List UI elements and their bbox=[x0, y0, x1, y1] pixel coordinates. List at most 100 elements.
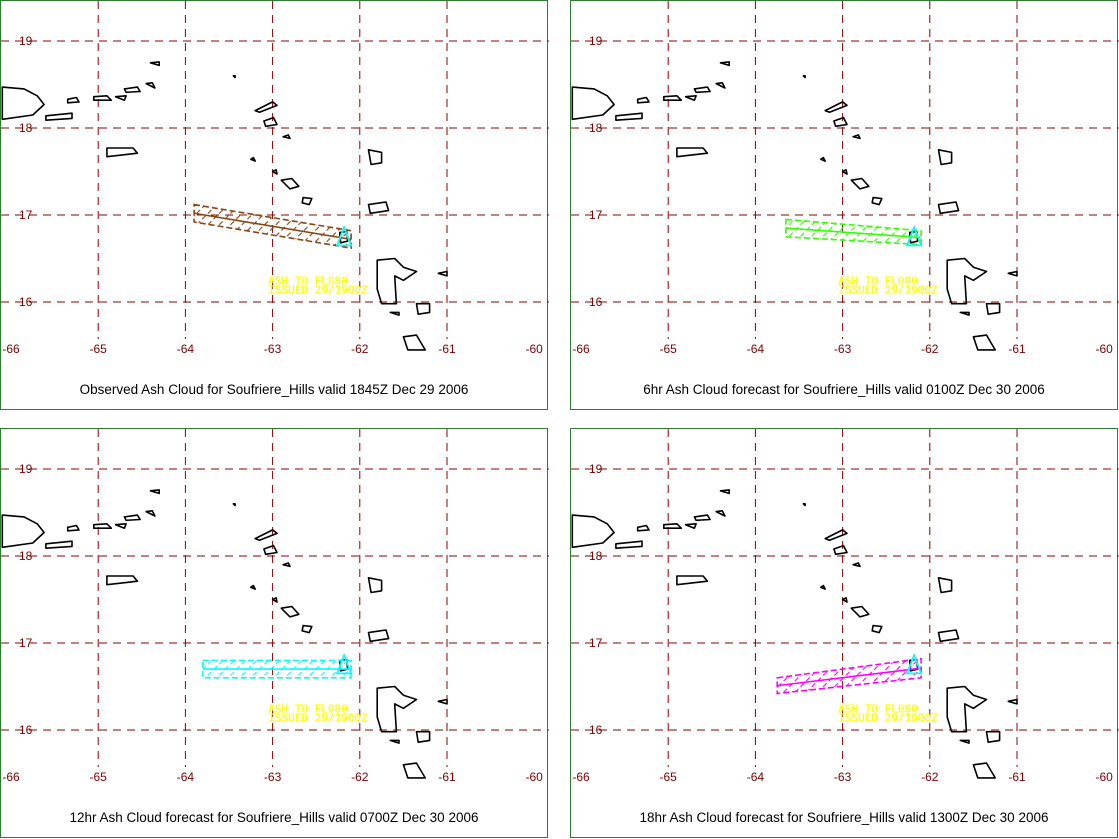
lat-labels: 19 18 17 16 bbox=[19, 34, 33, 309]
volcano-marker-icon bbox=[905, 652, 923, 675]
island-dominica bbox=[972, 334, 997, 351]
grid bbox=[571, 1, 1119, 339]
island-barbuda bbox=[367, 149, 383, 166]
lat-tick-label: 17 bbox=[19, 208, 33, 222]
island-saba bbox=[820, 584, 826, 590]
island-nevis bbox=[301, 196, 313, 206]
lat-tick-label: 16 bbox=[589, 723, 603, 737]
island-antigua bbox=[367, 629, 390, 643]
lat-labels: 19 18 17 16 bbox=[19, 462, 33, 737]
island-culebra bbox=[66, 524, 80, 532]
island-st-thomas bbox=[93, 523, 113, 529]
volcano-marker-icon bbox=[335, 224, 353, 247]
island-st-john bbox=[684, 95, 697, 101]
lat-tick-label: 18 bbox=[589, 549, 603, 563]
lat-tick-label: 17 bbox=[589, 636, 603, 650]
island-antigua bbox=[937, 201, 960, 215]
island-nevis bbox=[871, 196, 883, 206]
island-anguilla bbox=[824, 529, 848, 542]
lat-tick-label: 16 bbox=[589, 295, 603, 309]
island-antigua bbox=[937, 629, 960, 643]
lat-tick-label: 16 bbox=[19, 723, 33, 737]
ash-cloud-polygon bbox=[785, 218, 922, 246]
lon-tick-label: -66 bbox=[2, 770, 20, 784]
island-tortola bbox=[693, 86, 711, 94]
lon-tick-label: -60 bbox=[526, 770, 544, 784]
lon-tick-label: -66 bbox=[572, 342, 590, 356]
island-anegada bbox=[719, 61, 730, 67]
island-les-saintes bbox=[959, 739, 970, 744]
ash-cloud-axis bbox=[193, 212, 352, 241]
volcano-marker-icon bbox=[335, 652, 353, 675]
island-vieques bbox=[615, 112, 643, 121]
island-anegada bbox=[149, 489, 160, 495]
volcano-marker-icon bbox=[905, 224, 923, 247]
coastlines bbox=[1, 489, 448, 779]
lon-labels: -66 -65 -64 -63 -62 -61 -60 bbox=[572, 342, 1113, 356]
map-panel-6hr: ASH TO FL080 ISSUED 29/1900Z 19 18 17 16 -66 -6… bbox=[570, 0, 1119, 410]
island-st-croix bbox=[106, 147, 139, 158]
island-les-saintes bbox=[389, 311, 400, 316]
island-sombrero bbox=[232, 503, 236, 507]
island-st-kitts bbox=[280, 177, 300, 190]
island-culebra bbox=[636, 524, 650, 532]
lon-tick-label: -62 bbox=[351, 770, 369, 784]
map-panel-12hr: ASH TO FL080 ISSUED 29/1900Z 19 18 17 16 -66 -6… bbox=[0, 428, 549, 838]
island-les-saintes bbox=[389, 739, 400, 744]
ash-note-line2: ISSUED 29/1900Z bbox=[268, 283, 368, 296]
coastlines bbox=[1, 61, 448, 351]
lat-tick-label: 18 bbox=[19, 121, 33, 135]
island-st-john bbox=[684, 523, 697, 529]
lon-tick-label: -61 bbox=[1008, 770, 1026, 784]
ash-cloud-axis bbox=[777, 667, 922, 687]
island-barbuda bbox=[367, 577, 383, 594]
lon-tick-label: -65 bbox=[660, 342, 678, 356]
lon-tick-label: -64 bbox=[177, 770, 195, 784]
island-anegada bbox=[719, 489, 730, 495]
panel-caption: 12hr Ash Cloud forecast for Soufriere_Hi… bbox=[69, 810, 479, 825]
lat-tick-label: 18 bbox=[589, 121, 603, 135]
island-st-croix bbox=[676, 147, 709, 158]
island-statia bbox=[841, 169, 848, 175]
ash-note-line1: ASH TO FL080 bbox=[268, 275, 347, 288]
ash-note-line2: ISSUED 29/1900Z bbox=[268, 711, 368, 724]
island-sombrero bbox=[802, 75, 806, 79]
island-virgin-gorda bbox=[715, 82, 726, 89]
lat-tick-label: 19 bbox=[19, 462, 33, 476]
lon-tick-label: -62 bbox=[921, 342, 939, 356]
island-st-martin bbox=[833, 116, 848, 128]
island-puerto-rico bbox=[571, 86, 615, 121]
island-st-john bbox=[114, 523, 127, 529]
island-puerto-rico bbox=[1, 86, 45, 121]
lat-tick-label: 18 bbox=[19, 549, 33, 563]
ash-note-line1: ASH TO FL080 bbox=[268, 703, 347, 716]
lat-labels: 19 18 17 16 bbox=[589, 462, 603, 737]
island-anguilla bbox=[254, 101, 278, 114]
ash-note-line1: ASH TO FL080 bbox=[838, 703, 917, 716]
island-statia bbox=[841, 597, 848, 603]
island-virgin-gorda bbox=[145, 510, 156, 517]
ash-cloud-axis bbox=[785, 227, 922, 239]
lon-tick-label: -60 bbox=[1096, 770, 1114, 784]
island-tortola bbox=[123, 514, 141, 522]
island-culebra bbox=[636, 96, 650, 104]
island-dominica bbox=[402, 762, 427, 779]
island-st-kitts bbox=[850, 605, 870, 618]
island-st-thomas bbox=[663, 95, 683, 101]
island-dominica bbox=[402, 334, 427, 351]
island-st-martin bbox=[263, 544, 278, 556]
island-vieques bbox=[45, 540, 73, 549]
panel-caption: 6hr Ash Cloud forecast for Soufriere_Hil… bbox=[643, 382, 1045, 397]
lon-tick-label: -62 bbox=[921, 770, 939, 784]
ash-cloud-polygon bbox=[776, 657, 922, 695]
panel-caption: 18hr Ash Cloud forecast for Soufriere_Hi… bbox=[639, 810, 1049, 825]
island-dominica bbox=[972, 762, 997, 779]
island-statia bbox=[271, 597, 278, 603]
island-anguilla bbox=[824, 101, 848, 114]
lon-tick-label: -64 bbox=[177, 342, 195, 356]
island-st-croix bbox=[106, 575, 139, 586]
island-culebra bbox=[66, 96, 80, 104]
island-puerto-rico bbox=[571, 514, 615, 549]
